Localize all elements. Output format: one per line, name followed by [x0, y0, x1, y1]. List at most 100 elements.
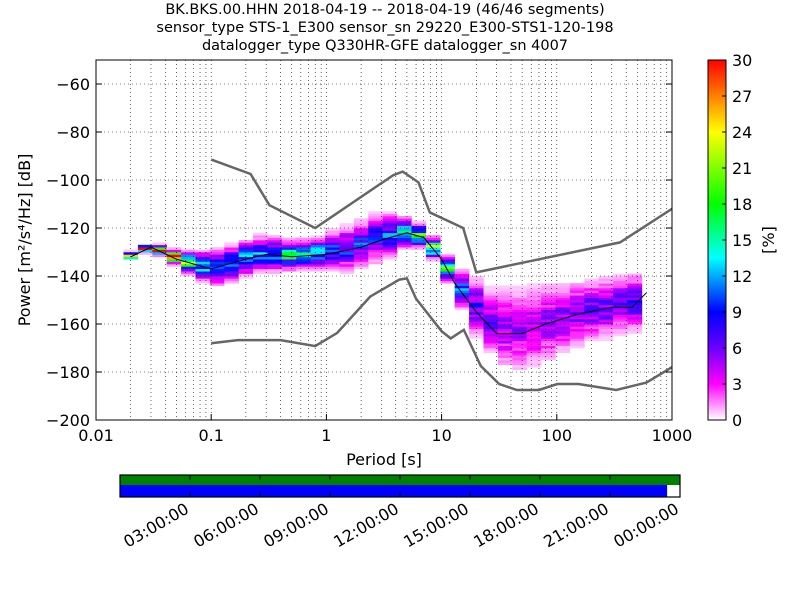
pdf-cell — [152, 247, 167, 250]
pdf-cell — [267, 271, 283, 274]
pdf-cell — [325, 249, 340, 253]
pdf-cell — [296, 259, 311, 262]
pdf-cell — [555, 314, 571, 318]
pdf-cell — [497, 333, 513, 337]
pdf-cell — [181, 252, 196, 255]
pdf-cell — [541, 285, 556, 289]
plot-title-line-3: datalogger_type Q330HR-GFE datalogger_sn… — [201, 38, 569, 54]
pdf-cell — [598, 280, 614, 284]
pdf-cell — [555, 290, 571, 294]
pdf-cell — [555, 300, 571, 303]
pdf-cell — [569, 304, 585, 308]
pdf-cell — [440, 256, 455, 260]
pdf-cell — [440, 278, 455, 282]
pdf-cell — [382, 240, 398, 243]
pdf-cell — [368, 228, 383, 231]
pdf-cell — [555, 295, 571, 298]
pdf-cell — [541, 312, 556, 315]
pdf-cell — [123, 256, 139, 260]
pdf-cell — [555, 283, 571, 286]
pdf-cell — [627, 278, 643, 282]
pdf-cell — [382, 211, 398, 214]
pdf-cell — [310, 256, 326, 260]
pdf-cell — [627, 321, 643, 325]
pdf-cell — [541, 292, 556, 296]
pdf-cell — [224, 266, 239, 270]
pdf-cell — [526, 364, 542, 368]
pdf-cell — [411, 244, 427, 248]
pdf-cell — [281, 259, 297, 262]
pdf-cell — [526, 295, 542, 298]
pdf-cell — [181, 249, 196, 253]
pdf-cell — [152, 252, 167, 255]
pdf-cell — [555, 309, 571, 313]
pdf-cell — [224, 278, 239, 282]
pdf-cell — [368, 216, 383, 219]
pdf-cell — [382, 235, 398, 238]
pdf-cell — [310, 252, 326, 255]
pdf-cell — [469, 326, 484, 330]
pdf-cell — [440, 266, 455, 270]
pdf-cell — [382, 223, 398, 226]
y-axis-label: Power [m²/s⁴/Hz] [dB] — [15, 154, 34, 327]
pdf-cell — [627, 290, 643, 294]
pdf-cell — [195, 271, 211, 274]
pdf-cell — [584, 285, 599, 289]
pdf-cell — [526, 307, 542, 310]
colorbar-tick-label: 24 — [732, 123, 752, 142]
pdf-cell — [512, 345, 527, 349]
pdf-cell — [526, 297, 542, 301]
pdf-cell — [555, 312, 571, 315]
pdf-cell — [195, 249, 211, 253]
pdf-cell — [512, 312, 527, 315]
pdf-cell — [440, 259, 455, 262]
pdf-cell — [195, 254, 211, 258]
pdf-cell — [569, 309, 585, 313]
pdf-cell — [598, 326, 614, 330]
pdf-cell — [310, 247, 326, 250]
pdf-cell — [526, 283, 542, 286]
pdf-cell — [512, 314, 527, 318]
pdf-cell — [382, 254, 398, 258]
pdf-cell — [483, 350, 499, 354]
colorbar-tick-label: 30 — [732, 51, 752, 70]
pdf-cell — [512, 350, 527, 354]
pdf-cell — [397, 244, 412, 248]
pdf-cell — [209, 283, 225, 286]
pdf-cell — [166, 252, 182, 255]
pdf-cell — [526, 324, 542, 327]
pdf-cell — [569, 340, 585, 344]
pdf-cell — [526, 343, 542, 346]
pdf-cell — [613, 273, 628, 277]
pdf-cell — [224, 244, 239, 248]
pdf-cell — [584, 333, 599, 337]
pdf-cell — [613, 324, 628, 327]
pdf-cell — [325, 254, 340, 258]
pdf-cell — [238, 273, 254, 277]
pdf-cell — [454, 292, 470, 296]
pdf-cell — [569, 328, 585, 332]
pdf-cell — [152, 254, 167, 258]
pdf-cell — [267, 254, 283, 258]
pdf-cell — [411, 228, 427, 231]
pdf-cell — [253, 256, 268, 260]
pdf-cell — [339, 256, 355, 260]
x-tick-label: 10 — [431, 426, 451, 445]
pdf-cell — [469, 324, 484, 327]
pdf-cell — [469, 314, 484, 318]
pdf-cell — [598, 338, 614, 342]
pdf-cell — [526, 316, 542, 320]
pdf-cell — [454, 295, 470, 298]
pdf-cell — [598, 309, 614, 313]
pdf-cell — [627, 280, 643, 284]
plot-title-line-1: BK.BKS.00.HHN 2018-04-19 -- 2018-04-19 (… — [165, 2, 605, 18]
pdf-cell — [483, 319, 499, 322]
pdf-cell — [238, 254, 254, 258]
pdf-cell — [339, 266, 355, 270]
nhnm-curve — [210, 158, 672, 274]
pdf-cell — [454, 276, 470, 279]
pdf-cell — [469, 312, 484, 315]
pdf-cell — [555, 343, 571, 346]
pdf-cell — [469, 276, 484, 279]
pdf-cell — [512, 333, 527, 337]
